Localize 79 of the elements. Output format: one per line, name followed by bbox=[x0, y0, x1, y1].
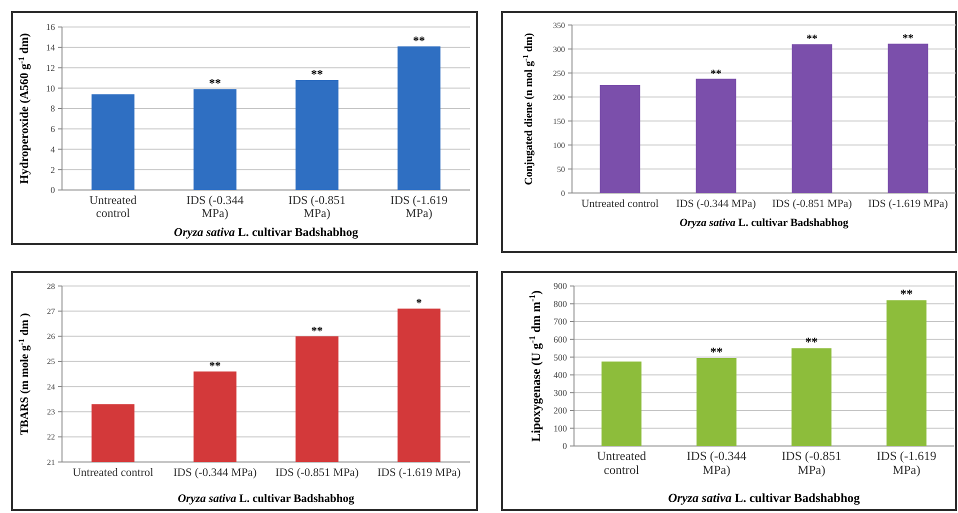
bar bbox=[888, 44, 928, 193]
x-tick-label: Untreated control bbox=[596, 449, 647, 477]
x-tick-label: IDS (-0.344 MPa) bbox=[676, 198, 756, 210]
y-tick-label: 100 bbox=[554, 423, 568, 434]
x-tick-label: IDS (-1.619 MPa) bbox=[390, 193, 448, 220]
x-axis-title: Oryza sativa L. cultivar Badshabhog bbox=[178, 493, 354, 505]
x-tick-label: Untreated control bbox=[72, 467, 154, 479]
y-tick-label: 10 bbox=[46, 83, 56, 94]
x-tick-label: IDS (-1.619 MPa) bbox=[868, 198, 948, 210]
annotation: ** bbox=[311, 325, 323, 338]
y-tick-label: 0 bbox=[561, 188, 565, 198]
annotation: * bbox=[416, 298, 422, 310]
x-tick-label: IDS (-0.851 MPa) bbox=[772, 198, 852, 210]
y-tick-label: 300 bbox=[554, 388, 568, 398]
y-tick-label: 350 bbox=[553, 20, 565, 30]
x-tick-label: IDS (-0.344 MPa) bbox=[173, 467, 257, 479]
x-axis-title: Oryza sativa L. cultivar Badshabhog bbox=[680, 217, 849, 229]
y-tick-label: 8 bbox=[50, 104, 56, 114]
x-tick-label: IDS (-0.344 MPa) bbox=[686, 449, 748, 477]
bar bbox=[696, 78, 736, 193]
x-tick-label: IDS (-0.851 MPa) bbox=[782, 449, 842, 477]
annotation: ** bbox=[209, 360, 221, 372]
y-tick-label: 400 bbox=[554, 370, 568, 380]
annotation: ** bbox=[805, 335, 818, 350]
y-tick-label: 800 bbox=[554, 298, 568, 309]
annotation: ** bbox=[902, 32, 914, 45]
y-tick-label: 900 bbox=[554, 281, 568, 292]
annotation: ** bbox=[413, 33, 425, 48]
annotation: ** bbox=[806, 33, 818, 46]
y-tick-label: 200 bbox=[553, 92, 565, 102]
y-tick-label: 200 bbox=[554, 406, 568, 416]
x-tick-label: IDS (-0.851 MPa) bbox=[275, 467, 359, 479]
y-tick-label: 0 bbox=[562, 441, 568, 452]
x-tick-label: IDS (-0.851 MPa) bbox=[288, 193, 346, 220]
y-tick-label: 27 bbox=[47, 306, 55, 316]
bar bbox=[602, 362, 642, 446]
bar bbox=[886, 300, 926, 446]
y-tick-label: 300 bbox=[553, 44, 565, 54]
y-tick-label: 150 bbox=[553, 116, 565, 126]
annotation: ** bbox=[311, 66, 323, 81]
y-tick-label: 16 bbox=[46, 22, 56, 32]
bar bbox=[92, 94, 134, 190]
y-tick-label: 500 bbox=[554, 352, 568, 362]
annotation: ** bbox=[209, 76, 221, 90]
bar bbox=[792, 348, 832, 446]
annotation: ** bbox=[710, 345, 723, 359]
annotation: ** bbox=[900, 287, 913, 302]
y-tick-label: 6 bbox=[50, 124, 56, 134]
y-tick-label: 250 bbox=[553, 68, 565, 78]
x-tick-label: Untreated control bbox=[581, 198, 659, 210]
x-axis-title: Oryza sativa L. cultivar Badshabhog bbox=[668, 491, 861, 505]
bar bbox=[792, 44, 832, 193]
bar bbox=[398, 46, 440, 190]
bar bbox=[600, 85, 640, 193]
x-tick-label: Untreated control bbox=[89, 193, 137, 220]
y-tick-label: 23 bbox=[47, 408, 55, 417]
y-tick-label: 12 bbox=[46, 62, 55, 73]
y-tick-label: 25 bbox=[47, 357, 55, 366]
bar bbox=[194, 89, 236, 190]
y-tick-label: 4 bbox=[50, 144, 56, 154]
x-axis-title: Oryza sativa L. cultivar Badshabhog bbox=[174, 225, 358, 239]
x-tick-label: IDS (-1.619 MPa) bbox=[377, 467, 461, 479]
y-tick-label: 24 bbox=[47, 382, 55, 392]
bar bbox=[296, 80, 338, 190]
annotation: ** bbox=[710, 68, 722, 80]
bar bbox=[696, 358, 736, 446]
x-tick-label: IDS (-1.619 MPa) bbox=[876, 449, 936, 477]
y-tick-label: 2 bbox=[50, 164, 55, 175]
y-tick-label: 100 bbox=[553, 140, 565, 150]
y-tick-label: 600 bbox=[554, 334, 568, 344]
y-tick-label: 28 bbox=[47, 282, 55, 291]
y-tick-label: 50 bbox=[557, 164, 565, 174]
y-tick-label: 0 bbox=[50, 185, 56, 196]
y-tick-label: 22 bbox=[47, 432, 55, 442]
y-tick-label: 700 bbox=[554, 316, 568, 327]
x-tick-label: IDS (-0.344 MPa) bbox=[186, 193, 244, 220]
y-tick-label: 14 bbox=[46, 42, 56, 53]
y-tick-label: 21 bbox=[47, 458, 55, 467]
y-tick-label: 26 bbox=[47, 332, 55, 342]
